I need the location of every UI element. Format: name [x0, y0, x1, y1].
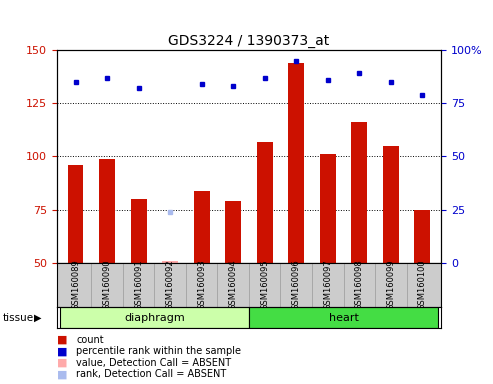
Text: count: count — [76, 335, 104, 345]
Bar — [415, 210, 430, 263]
Text: GSM160092: GSM160092 — [166, 260, 175, 310]
Text: GSM160089: GSM160089 — [71, 260, 80, 311]
Bar — [68, 165, 83, 263]
Text: GSM160100: GSM160100 — [418, 260, 427, 310]
Text: GSM160096: GSM160096 — [292, 260, 301, 311]
Title: GDS3224 / 1390373_at: GDS3224 / 1390373_at — [168, 33, 330, 48]
Bar — [131, 199, 146, 263]
Text: GSM160093: GSM160093 — [197, 260, 206, 311]
Text: ■: ■ — [57, 369, 67, 379]
Text: GSM160095: GSM160095 — [260, 260, 269, 310]
Bar — [99, 159, 115, 263]
Text: GSM160091: GSM160091 — [134, 260, 143, 310]
Bar — [320, 154, 336, 263]
Bar — [60, 307, 249, 328]
Text: GSM160090: GSM160090 — [103, 260, 111, 310]
Bar — [194, 190, 210, 263]
Bar — [162, 261, 178, 263]
Bar — [162, 261, 178, 263]
Text: GSM160099: GSM160099 — [387, 260, 395, 310]
Bar — [225, 201, 241, 263]
Text: percentile rank within the sample: percentile rank within the sample — [76, 346, 242, 356]
Text: heart: heart — [329, 313, 358, 323]
Text: tissue: tissue — [2, 313, 34, 323]
Text: ▶: ▶ — [34, 313, 41, 323]
Bar — [383, 146, 399, 263]
Text: GSM160097: GSM160097 — [323, 260, 332, 311]
Text: GSM160094: GSM160094 — [229, 260, 238, 310]
Bar — [288, 63, 304, 263]
Bar — [249, 307, 438, 328]
Bar — [257, 142, 273, 263]
Text: value, Detection Call = ABSENT: value, Detection Call = ABSENT — [76, 358, 232, 368]
Text: diaphragm: diaphragm — [124, 313, 185, 323]
Text: ■: ■ — [57, 335, 67, 345]
Text: ■: ■ — [57, 358, 67, 368]
Text: rank, Detection Call = ABSENT: rank, Detection Call = ABSENT — [76, 369, 227, 379]
Text: ■: ■ — [57, 346, 67, 356]
Bar — [352, 122, 367, 263]
Text: GSM160098: GSM160098 — [355, 260, 364, 311]
